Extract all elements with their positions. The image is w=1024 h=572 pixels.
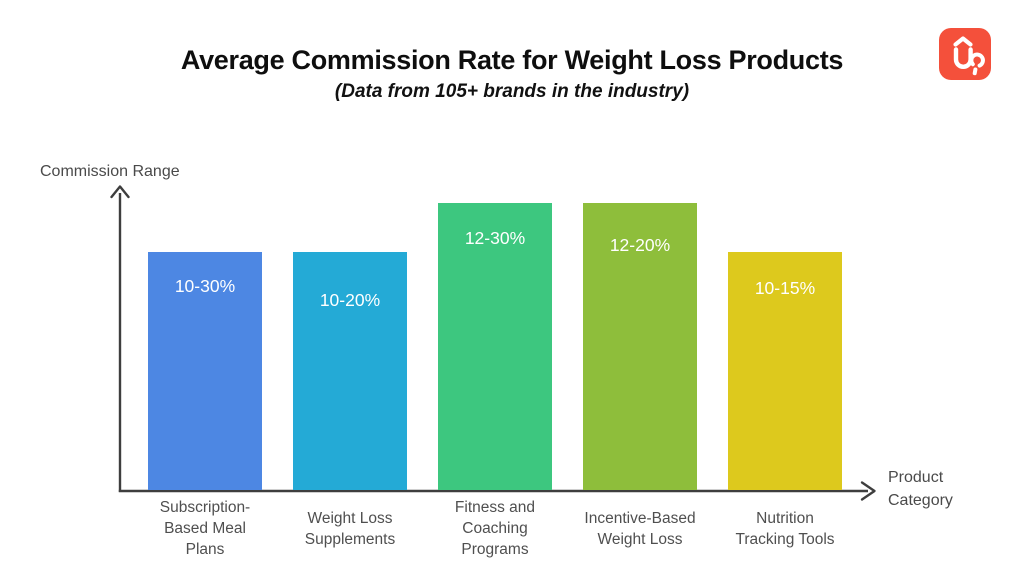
uppromote-logo <box>939 28 991 80</box>
bar-value-label: 12-30% <box>464 228 526 248</box>
category-label-fitness-and-coaching-programs: Fitness and Coaching Programs <box>454 499 536 558</box>
bar-value-label: 10-15% <box>754 278 816 298</box>
bar-value-label: 12-20% <box>609 235 671 255</box>
category-label-weight-loss-supplements: Weight Loss Supplements <box>304 510 396 548</box>
bar-value-label: 10-20% <box>319 290 381 310</box>
x-axis-label: Product Category <box>888 469 953 509</box>
page-subtitle: (Data from 105+ brands in the industry) <box>334 81 690 102</box>
category-label-incentive-based-weight-loss: Incentive-Based Weight Loss <box>584 510 696 548</box>
category-label-nutrition-tracking-tools: Nutrition Tracking Tools <box>735 510 835 548</box>
x-axis-arrow-icon <box>860 481 876 501</box>
bar-nutrition-tracking-tools: 10-15% <box>728 252 842 490</box>
bar-value-label: 10-30% <box>174 276 236 296</box>
page-title: Average Commission Rate for Weight Loss … <box>180 45 844 75</box>
y-axis-arrow-icon <box>110 185 130 199</box>
bar-subscription-based-meal-plans: 10-30% <box>148 252 262 490</box>
category-label-subscription-based-meal-plans: Subscription- Based Meal Plans <box>159 499 251 558</box>
uppromote-logo-icon <box>939 28 991 80</box>
y-axis-label: Commission Range <box>40 163 180 180</box>
bar-incentive-based-weight-loss: 12-20% <box>583 203 697 490</box>
bar-weight-loss-supplements: 10-20% <box>293 252 407 490</box>
bar-fitness-and-coaching-programs: 12-30% <box>438 203 552 490</box>
